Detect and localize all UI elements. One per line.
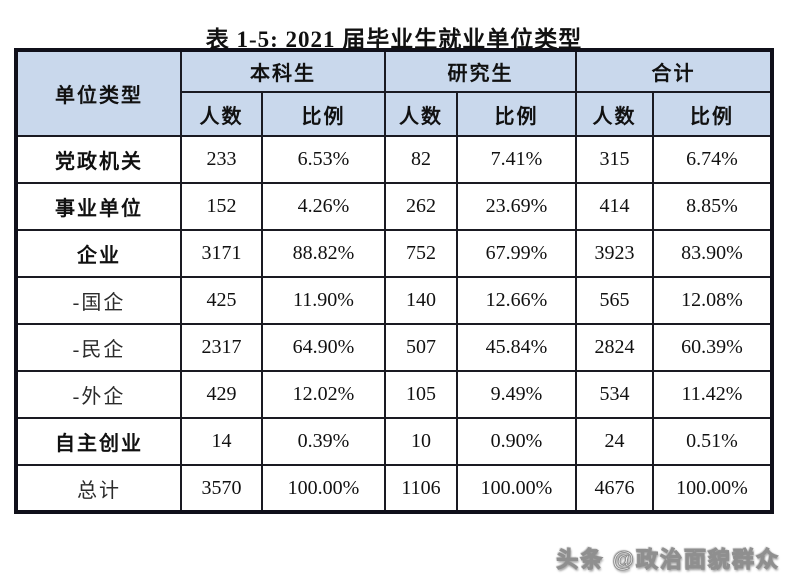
cell: 105: [384, 370, 458, 419]
row-label: 自主创业: [15, 417, 182, 466]
cell: 83.90%: [652, 229, 773, 278]
sub-header-ratio: 比例: [652, 91, 773, 137]
toutiao-watermark: 头条 @政治面貌群众: [556, 547, 780, 573]
cell: 3570: [180, 464, 263, 513]
cell: 3171: [180, 229, 263, 278]
table-row: 党政机关 233 6.53% 82 7.41% 315 6.74%: [15, 135, 773, 184]
cell: 3923: [575, 229, 654, 278]
header-sub-row: 人数 比例 人数 比例 人数 比例: [16, 91, 773, 137]
header-group-row: 单位类型 本科生 研究生 合计: [15, 49, 773, 137]
row-label: 党政机关: [15, 135, 182, 184]
cell: 152: [180, 182, 263, 231]
cell: 100.00%: [652, 464, 773, 513]
cell: 414: [575, 182, 654, 231]
sub-header-count: 人数: [384, 91, 458, 137]
row-label: 总计: [15, 464, 182, 513]
cell: 6.74%: [652, 135, 773, 184]
cell: 8.85%: [652, 182, 773, 231]
row-label: -国企: [15, 276, 182, 325]
cell: 0.51%: [652, 417, 773, 466]
table-header: 单位类型 本科生 研究生 合计 人数 比例 人数 比例 人数 比例: [15, 49, 773, 137]
cell: 45.84%: [456, 323, 577, 372]
table-row: 事业单位 152 4.26% 262 23.69% 414 8.85%: [15, 182, 773, 231]
cell: 14: [180, 417, 263, 466]
cell: 9.49%: [456, 370, 577, 419]
cell: 64.90%: [261, 323, 386, 372]
cell: 4676: [575, 464, 654, 513]
table-row: 自主创业 14 0.39% 10 0.90% 24 0.51%: [15, 417, 773, 466]
group-header-postgraduate: 研究生: [384, 49, 577, 93]
table-row: 企业 3171 88.82% 752 67.99% 3923 83.90%: [15, 229, 773, 278]
sub-header-count: 人数: [180, 91, 263, 137]
cell: 507: [384, 323, 458, 372]
row-label: -民企: [15, 323, 182, 372]
graduate-employment-table: 单位类型 本科生 研究生 合计 人数 比例 人数 比例 人数 比例 党政机关 2…: [14, 48, 774, 514]
cell: 12.02%: [261, 370, 386, 419]
group-header-total: 合计: [575, 49, 773, 93]
cell: 6.53%: [261, 135, 386, 184]
row-label: 事业单位: [15, 182, 182, 231]
cell: 88.82%: [261, 229, 386, 278]
table-body: 党政机关 233 6.53% 82 7.41% 315 6.74% 事业单位 1…: [15, 135, 773, 513]
cell: 565: [575, 276, 654, 325]
group-header-undergraduate: 本科生: [180, 49, 386, 93]
cell: 315: [575, 135, 654, 184]
cell: 11.90%: [261, 276, 386, 325]
cell: 23.69%: [456, 182, 577, 231]
table-row: -外企 429 12.02% 105 9.49% 534 11.42%: [15, 370, 773, 419]
table-title: 表 1-5: 2021 届毕业生就业单位类型: [205, 27, 583, 52]
cell: 4.26%: [261, 182, 386, 231]
cell: 752: [384, 229, 458, 278]
cell: 10: [384, 417, 458, 466]
cell: 60.39%: [652, 323, 773, 372]
cell: 82: [384, 135, 458, 184]
sub-header-ratio: 比例: [261, 91, 386, 137]
table-row: -国企 425 11.90% 140 12.66% 565 12.08%: [15, 276, 773, 325]
cell: 7.41%: [456, 135, 577, 184]
cell: 100.00%: [456, 464, 577, 513]
cell: 12.08%: [652, 276, 773, 325]
row-label: -外企: [15, 370, 182, 419]
cell: 1106: [384, 464, 458, 513]
corner-header-unit-type: 单位类型: [15, 49, 182, 137]
cell: 24: [575, 417, 654, 466]
cell: 262: [384, 182, 458, 231]
table-row: 总计 3570 100.00% 1106 100.00% 4676 100.00…: [15, 464, 773, 513]
cell: 2824: [575, 323, 654, 372]
cell: 100.00%: [261, 464, 386, 513]
cell: 0.90%: [456, 417, 577, 466]
cell: 2317: [180, 323, 263, 372]
sub-header-count: 人数: [575, 91, 654, 137]
cell: 140: [384, 276, 458, 325]
row-label: 企业: [15, 229, 182, 278]
cell: 0.39%: [261, 417, 386, 466]
cell: 425: [180, 276, 263, 325]
cell: 67.99%: [456, 229, 577, 278]
cell: 534: [575, 370, 654, 419]
table-row: -民企 2317 64.90% 507 45.84% 2824 60.39%: [15, 323, 773, 372]
cell: 12.66%: [456, 276, 577, 325]
cell: 233: [180, 135, 263, 184]
cell: 429: [180, 370, 263, 419]
cell: 11.42%: [652, 370, 773, 419]
sub-header-ratio: 比例: [456, 91, 577, 137]
